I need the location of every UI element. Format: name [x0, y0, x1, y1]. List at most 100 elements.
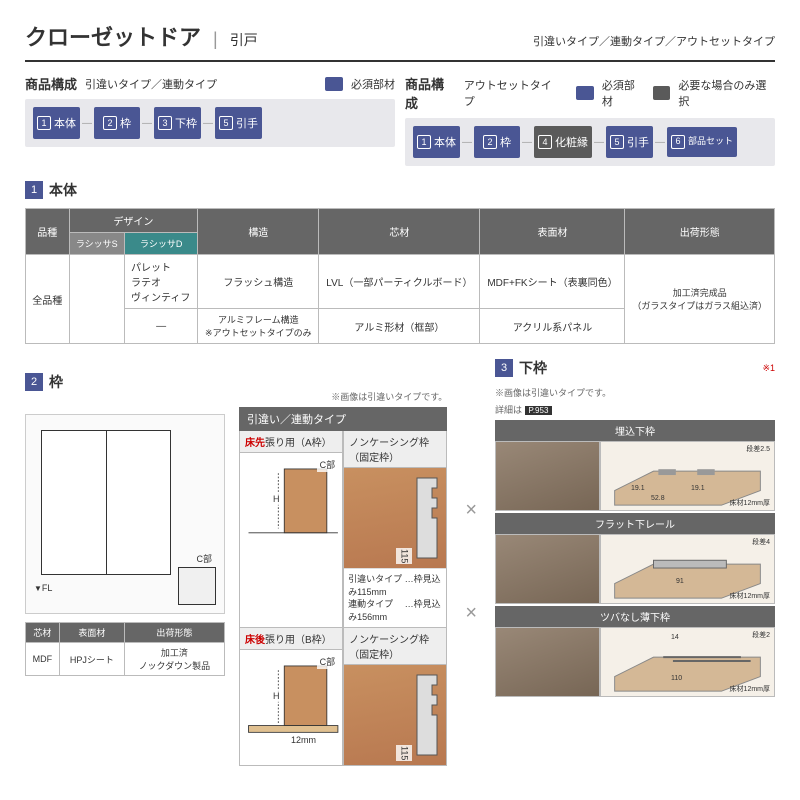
arrow-icon: —: [594, 137, 604, 148]
page-header: クローゼットドア | 引戸 引違いタイプ／連動タイプ／アウトセットタイプ: [25, 20, 775, 62]
column-mid: ※画像は引違いタイプです。 引違い／連動タイプ 床先張り用（A枠） C部 H ノ…: [239, 358, 447, 766]
cell-header-nc2: ノンケーシング枠（固定枠）: [344, 628, 446, 665]
section-title: 枠: [49, 372, 63, 392]
td-kind: 全品種: [26, 255, 70, 344]
swatch-optional-icon: [653, 86, 671, 100]
rail-tech: 14 段差2 110 床材12mm厚: [600, 627, 775, 697]
frame-photo-nc: 115: [344, 468, 446, 568]
ref-note: ※1: [762, 363, 775, 374]
cross-icon: ×: [461, 499, 481, 522]
note: ※画像は引違いタイプです。: [495, 386, 775, 399]
arrow-icon: —: [203, 118, 213, 129]
cell-note: 引違いタイプ …枠見込み115mm 連動タイプ …枠見込み156mm: [344, 568, 446, 627]
th-surface: 表面材: [480, 209, 625, 255]
rail-tech: 段差2.5 19.1 19.1 52.8 床材12mm厚: [600, 441, 775, 511]
mat-h2: 表面材: [59, 623, 124, 643]
td-design-s: [69, 255, 125, 344]
td-structure2: アルミフレーム構造 ※アウトセットタイプのみ: [198, 309, 319, 344]
td-surface: MDF+FKシート（表裏同色）: [480, 255, 625, 309]
flow-item: 6部品セット: [667, 127, 737, 157]
swatch-required-icon: [576, 86, 594, 100]
flow-item: 2枠: [474, 126, 520, 158]
c-part-detail: [178, 567, 216, 605]
th-design-s: ラシッサS: [69, 233, 125, 255]
td-design-d2: —: [125, 309, 198, 344]
mat-h1: 芯材: [26, 623, 60, 643]
section-title: 本体: [49, 180, 77, 200]
material-table: 芯材 表面材 出荷形態 MDF HPJシート 加工済 ノックダウン製品: [25, 622, 225, 676]
comp-subtitle: アウトセットタイプ: [464, 77, 561, 109]
note: ※画像は引違いタイプです。: [239, 390, 447, 403]
cross-icon: ×: [461, 602, 481, 625]
flow-item: 1本体: [413, 126, 460, 158]
arrow-icon: —: [655, 137, 665, 148]
cell-header-a: 床先張り用（A枠）: [240, 431, 342, 453]
page-types: 引違いタイプ／連動タイプ／アウトセットタイプ: [533, 33, 775, 49]
flow-item: 5引手: [215, 107, 262, 139]
th-design-d: ラシッサD: [125, 233, 198, 255]
frame-diagram-b: C部 H 12mm: [240, 650, 342, 750]
title-separator: |: [213, 29, 218, 50]
legend-required: 必須部材: [351, 76, 395, 92]
section-title: 下枠: [519, 358, 547, 378]
composition-right: 商品構成 アウトセットタイプ 必須部材 必要な場合のみ選択 1本体 — 2枠 —…: [405, 74, 775, 166]
section-num: 1: [25, 181, 43, 199]
arrow-icon: —: [522, 137, 532, 148]
th-design: デザイン: [69, 209, 198, 233]
mat-v3: 加工済 ノックダウン製品: [124, 643, 224, 676]
flow-item: 5引手: [606, 126, 653, 158]
td-surface2: アクリル系パネル: [480, 309, 625, 344]
arrow-icon: —: [142, 118, 152, 129]
composition-row: 商品構成 引違いタイプ／連動タイプ 必須部材 1本体 — 2枠 — 3下枠 — …: [25, 74, 775, 166]
flow-item: 4化粧縁: [534, 126, 592, 158]
legend-required: 必須部材: [602, 77, 645, 109]
detail-ref: 詳細は P.953: [495, 403, 775, 416]
rail-photo: [495, 441, 600, 511]
rail-header: 埋込下枠: [495, 420, 775, 441]
spec-table: 品種 デザイン 構造 芯材 表面材 出荷形態 ラシッサS ラシッサD 全品種 パ…: [25, 208, 775, 344]
page-ref: P.953: [525, 406, 553, 415]
td-ship: 加工済完成品 （ガラスタイプはガラス組込済）: [625, 255, 775, 344]
rail-header: ツバなし薄下枠: [495, 606, 775, 627]
section-num: 2: [25, 373, 43, 391]
fl-label: FL: [34, 583, 52, 593]
arrow-icon: —: [82, 118, 92, 129]
page-title: クローゼットドア: [25, 20, 201, 52]
td-structure: フラッシュ構造: [198, 255, 319, 309]
th-ship: 出荷形態: [625, 209, 775, 255]
flow-left: 1本体 — 2枠 — 3下枠 — 5引手: [25, 99, 395, 147]
arrow-icon: —: [462, 137, 472, 148]
cell-header-b: 床後張り用（B枠）: [240, 628, 342, 650]
section-1-header: 1 本体: [25, 180, 775, 200]
cell-header-nc: ノンケーシング枠（固定枠）: [344, 431, 446, 468]
flow-right: 1本体 — 2枠 — 4化粧縁 — 5引手 — 6部品セット: [405, 118, 775, 166]
mat-v2: HPJシート: [59, 643, 124, 676]
column-right: 3 下枠 ※1 ※画像は引違いタイプです。 詳細は P.953 埋込下枠 段差2…: [495, 358, 775, 766]
comp-title: 商品構成: [405, 74, 456, 112]
flow-item: 3下枠: [154, 107, 201, 139]
mat-h3: 出荷形態: [124, 623, 224, 643]
flow-item: 2枠: [94, 107, 140, 139]
th-structure: 構造: [198, 209, 319, 255]
mat-v1: MDF: [26, 643, 60, 676]
composition-left: 商品構成 引違いタイプ／連動タイプ 必須部材 1本体 — 2枠 — 3下枠 — …: [25, 74, 395, 166]
comp-subtitle: 引違いタイプ／連動タイプ: [85, 76, 217, 92]
comp-title: 商品構成: [25, 74, 77, 93]
page-subtitle: 引戸: [230, 30, 258, 50]
c-part-label: C部: [197, 552, 213, 565]
door-diagram: FL C部: [25, 414, 225, 614]
swatch-required-icon: [325, 77, 343, 91]
td-core2: アルミ形材（框部）: [319, 309, 480, 344]
th-kind: 品種: [26, 209, 70, 255]
frame-photo-nc2: 115: [344, 665, 446, 765]
column-left: 2 枠 FL C部 芯材 表面材 出荷形態 MDF HPJシート 加工済: [25, 358, 225, 766]
tab-header: 引違い／連動タイプ: [239, 407, 447, 431]
td-design-d: パレット ラテオ ヴィンティフ: [125, 255, 198, 309]
section-num: 3: [495, 359, 513, 377]
rail-photo: [495, 534, 600, 604]
rail-tech: 段差4 91 床材12mm厚: [600, 534, 775, 604]
frame-diagram-a: C部 H: [240, 453, 342, 553]
legend-optional: 必要な場合のみ選択: [678, 77, 775, 109]
rail-header: フラット下レール: [495, 513, 775, 534]
th-core: 芯材: [319, 209, 480, 255]
